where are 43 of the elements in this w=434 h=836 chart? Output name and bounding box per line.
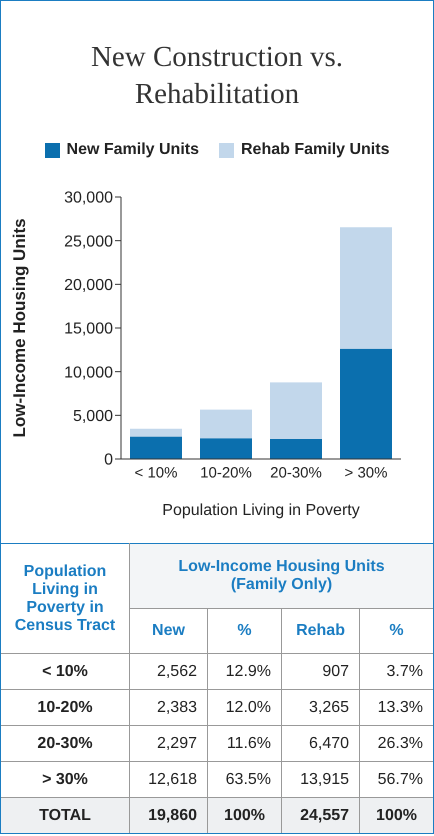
text: 3.7%: [360, 654, 433, 690]
text: 13,915: [282, 762, 360, 798]
category-label: < 10%: [42, 662, 88, 680]
text: 63.5%: [208, 762, 282, 798]
text: 2,297: [130, 726, 208, 762]
text: New: [130, 608, 208, 654]
category-label: 10-20%: [37, 698, 93, 716]
text: %: [208, 608, 282, 654]
text: 11.6%: [208, 726, 282, 762]
text: 56.7%: [360, 762, 433, 798]
text: 12,618: [130, 762, 208, 798]
x-axis-title: Population Living in Poverty: [162, 502, 360, 519]
x-tick-label: < 10%: [134, 464, 178, 482]
text: 6,470: [282, 726, 360, 762]
text: Low-Income Housing Units (Family Only): [130, 544, 433, 608]
x-tick-label: > 30%: [344, 464, 388, 482]
chart-title: New Construction vs. Rehabilitation: [90, 40, 344, 112]
y-tick-label: 25,000: [64, 233, 114, 250]
y-axis-title: Low-Income Housing Units: [10, 218, 30, 438]
y-tick-label: 10,000: [64, 364, 114, 382]
y-tick-label: 15,000: [64, 320, 114, 338]
legend-label: New Family Units: [66, 141, 199, 159]
y-tick-label: 20,000: [64, 277, 114, 294]
x-tick-label: 10-20%: [200, 464, 252, 482]
y-tick-label: 30,000: [64, 190, 114, 207]
text: 907: [282, 654, 360, 690]
text: 12.0%: [208, 690, 282, 726]
text: 13.3%: [360, 690, 433, 726]
y-tick-label: 0: [104, 452, 114, 469]
category-label: 20-30%: [37, 734, 93, 752]
total-row-shading: TOTAL 19,860 100% 24,557 100%: [1, 798, 433, 833]
category-label: > 30%: [42, 770, 88, 788]
text: 2,562: [130, 654, 208, 690]
legend-label: Rehab Family Units: [241, 141, 390, 159]
text: 2,383: [130, 690, 208, 726]
text: Population Living in Poverty in Census Tract: [1, 544, 130, 654]
text: %: [360, 608, 433, 654]
text: 3,265: [282, 690, 360, 726]
y-tick-label: 5,000: [72, 408, 114, 426]
text: 26.3%: [360, 726, 433, 762]
text: 12.9%: [208, 654, 282, 690]
x-tick-label: 20-30%: [270, 464, 322, 482]
text: Rehab: [282, 608, 360, 654]
